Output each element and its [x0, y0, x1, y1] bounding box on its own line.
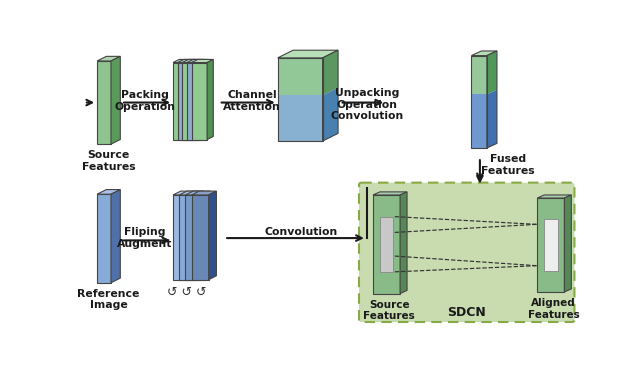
Polygon shape: [190, 191, 198, 280]
Polygon shape: [198, 59, 204, 139]
FancyBboxPatch shape: [359, 183, 575, 322]
Polygon shape: [323, 50, 338, 95]
Polygon shape: [202, 59, 209, 139]
Polygon shape: [487, 90, 497, 148]
Polygon shape: [323, 88, 338, 141]
Polygon shape: [207, 59, 213, 139]
Polygon shape: [97, 61, 111, 144]
Polygon shape: [400, 192, 407, 294]
Text: Aligned
Features: Aligned Features: [527, 298, 579, 320]
Polygon shape: [187, 62, 202, 139]
Polygon shape: [186, 191, 210, 195]
Polygon shape: [178, 59, 199, 62]
Polygon shape: [196, 191, 204, 280]
Polygon shape: [472, 51, 497, 55]
Polygon shape: [278, 95, 323, 141]
Polygon shape: [191, 62, 207, 139]
Polygon shape: [278, 58, 323, 95]
Polygon shape: [173, 62, 189, 139]
Polygon shape: [193, 59, 199, 139]
Text: Reference
Image: Reference Image: [77, 289, 140, 310]
Polygon shape: [373, 195, 400, 294]
Text: Packing
Operation: Packing Operation: [115, 90, 175, 112]
Polygon shape: [472, 94, 487, 148]
Polygon shape: [537, 195, 572, 198]
Polygon shape: [173, 59, 195, 62]
Polygon shape: [186, 195, 202, 280]
Polygon shape: [487, 51, 497, 94]
Text: Fused
Features: Fused Features: [481, 154, 534, 176]
Polygon shape: [111, 190, 120, 283]
Polygon shape: [189, 59, 195, 139]
Polygon shape: [179, 191, 204, 195]
Text: Fliping
Augment: Fliping Augment: [117, 227, 173, 249]
Polygon shape: [187, 59, 209, 62]
Polygon shape: [472, 55, 487, 94]
Polygon shape: [179, 195, 196, 280]
Text: Convolution: Convolution: [264, 227, 337, 237]
Polygon shape: [97, 57, 120, 61]
Polygon shape: [202, 191, 210, 280]
Polygon shape: [111, 57, 120, 144]
Polygon shape: [191, 195, 209, 280]
Polygon shape: [537, 198, 564, 292]
Text: Channel
Attention: Channel Attention: [223, 90, 281, 112]
Polygon shape: [182, 62, 198, 139]
Text: Source
Features: Source Features: [82, 150, 136, 172]
Polygon shape: [209, 191, 216, 280]
Polygon shape: [97, 190, 120, 194]
Polygon shape: [191, 191, 216, 195]
Polygon shape: [278, 50, 338, 58]
Polygon shape: [182, 59, 204, 62]
Text: Source
Features: Source Features: [364, 300, 415, 321]
Polygon shape: [564, 195, 572, 292]
Text: Unpacking
Operation
Convolution: Unpacking Operation Convolution: [330, 88, 403, 121]
Polygon shape: [173, 191, 198, 195]
Polygon shape: [173, 195, 190, 280]
Polygon shape: [97, 194, 111, 283]
Polygon shape: [178, 62, 193, 139]
Polygon shape: [191, 59, 213, 62]
Polygon shape: [373, 192, 407, 195]
Polygon shape: [544, 219, 557, 271]
Text: SDCN: SDCN: [447, 306, 486, 319]
Text: ↺ ↺ ↺: ↺ ↺ ↺: [167, 286, 207, 299]
Polygon shape: [380, 217, 394, 272]
